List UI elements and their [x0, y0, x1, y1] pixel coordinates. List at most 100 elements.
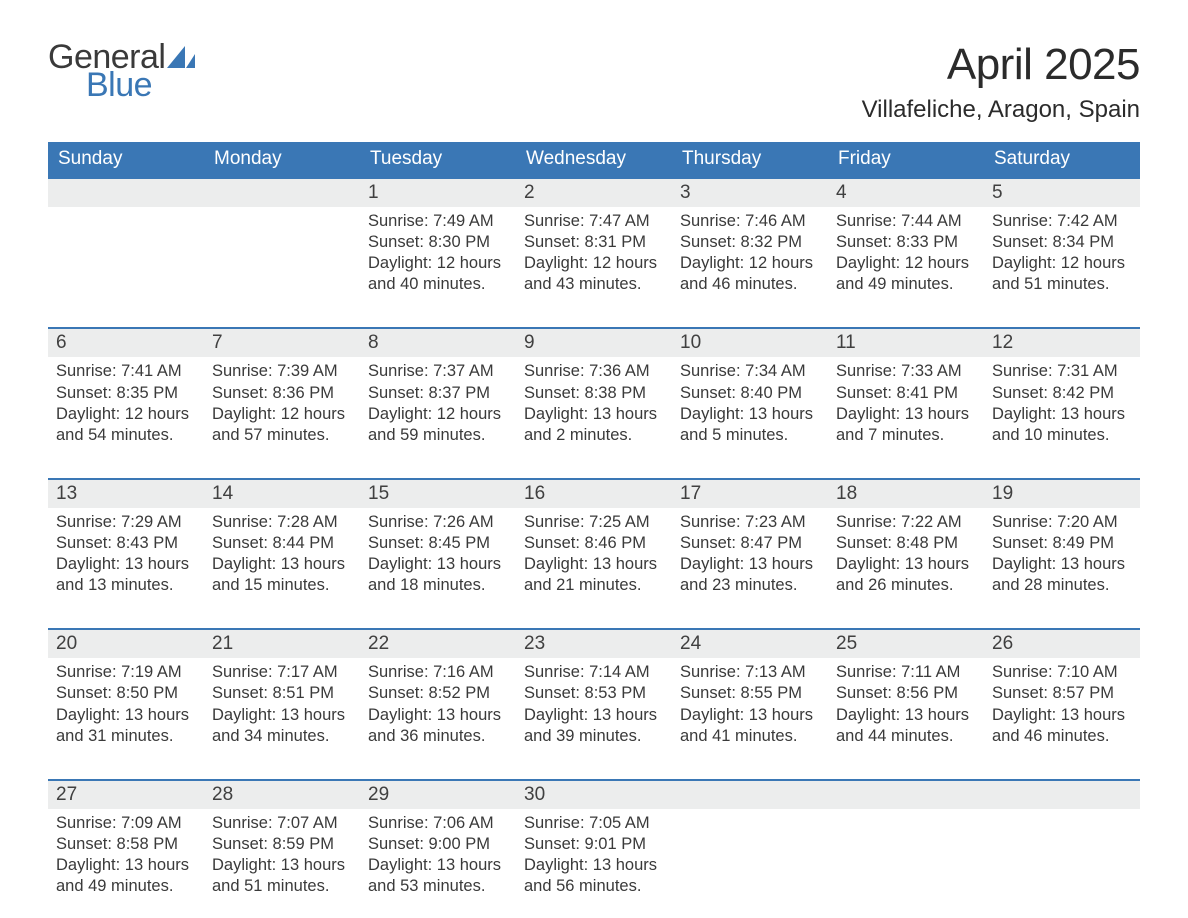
sunset-text: Sunset: 8:41 PM [836, 383, 976, 404]
sunrise-text: Sunrise: 7:46 AM [680, 211, 820, 232]
week-row: 1Sunrise: 7:49 AMSunset: 8:30 PMDaylight… [48, 177, 1140, 299]
day-number: 22 [360, 630, 516, 658]
sunset-text: Sunset: 8:31 PM [524, 232, 664, 253]
daylight-text: Daylight: 12 hours and 57 minutes. [212, 404, 352, 446]
sunset-text: Sunset: 8:45 PM [368, 533, 508, 554]
day-cell [204, 179, 360, 299]
month-title: April 2025 [862, 40, 1140, 90]
day-number: 10 [672, 329, 828, 357]
day-number: 7 [204, 329, 360, 357]
sunrise-text: Sunrise: 7:07 AM [212, 813, 352, 834]
day-body: Sunrise: 7:07 AMSunset: 8:59 PMDaylight:… [204, 809, 360, 901]
calendar: Sunday Monday Tuesday Wednesday Thursday… [48, 142, 1140, 901]
day-body: Sunrise: 7:49 AMSunset: 8:30 PMDaylight:… [360, 207, 516, 299]
daylight-text: Daylight: 13 hours and 23 minutes. [680, 554, 820, 596]
weekday-header: Monday [204, 142, 360, 177]
day-body: Sunrise: 7:41 AMSunset: 8:35 PMDaylight:… [48, 357, 204, 449]
sunrise-text: Sunrise: 7:06 AM [368, 813, 508, 834]
day-body: Sunrise: 7:11 AMSunset: 8:56 PMDaylight:… [828, 658, 984, 750]
day-body: Sunrise: 7:16 AMSunset: 8:52 PMDaylight:… [360, 658, 516, 750]
logo-text-blue: Blue [86, 68, 195, 102]
day-cell: 18Sunrise: 7:22 AMSunset: 8:48 PMDayligh… [828, 480, 984, 600]
day-body: Sunrise: 7:33 AMSunset: 8:41 PMDaylight:… [828, 357, 984, 449]
sunset-text: Sunset: 8:46 PM [524, 533, 664, 554]
sunset-text: Sunset: 8:36 PM [212, 383, 352, 404]
day-cell: 21Sunrise: 7:17 AMSunset: 8:51 PMDayligh… [204, 630, 360, 750]
sunrise-text: Sunrise: 7:33 AM [836, 361, 976, 382]
sunrise-text: Sunrise: 7:05 AM [524, 813, 664, 834]
day-number: 27 [48, 781, 204, 809]
day-number [48, 179, 204, 207]
sunset-text: Sunset: 8:34 PM [992, 232, 1132, 253]
sunset-text: Sunset: 8:51 PM [212, 683, 352, 704]
sunrise-text: Sunrise: 7:23 AM [680, 512, 820, 533]
sunset-text: Sunset: 8:57 PM [992, 683, 1132, 704]
day-cell: 6Sunrise: 7:41 AMSunset: 8:35 PMDaylight… [48, 329, 204, 449]
day-number: 18 [828, 480, 984, 508]
day-cell [672, 781, 828, 901]
sunrise-text: Sunrise: 7:34 AM [680, 361, 820, 382]
sunrise-text: Sunrise: 7:28 AM [212, 512, 352, 533]
day-number [828, 781, 984, 809]
sunset-text: Sunset: 8:30 PM [368, 232, 508, 253]
sunrise-text: Sunrise: 7:47 AM [524, 211, 664, 232]
sunrise-text: Sunrise: 7:22 AM [836, 512, 976, 533]
day-number: 30 [516, 781, 672, 809]
header: General Blue April 2025 Villafeliche, Ar… [48, 40, 1140, 124]
sunrise-text: Sunrise: 7:29 AM [56, 512, 196, 533]
sunrise-text: Sunrise: 7:41 AM [56, 361, 196, 382]
sunrise-text: Sunrise: 7:49 AM [368, 211, 508, 232]
daylight-text: Daylight: 12 hours and 59 minutes. [368, 404, 508, 446]
logo: General Blue [48, 40, 195, 102]
day-number: 5 [984, 179, 1140, 207]
day-body: Sunrise: 7:29 AMSunset: 8:43 PMDaylight:… [48, 508, 204, 600]
day-cell: 1Sunrise: 7:49 AMSunset: 8:30 PMDaylight… [360, 179, 516, 299]
daylight-text: Daylight: 13 hours and 5 minutes. [680, 404, 820, 446]
day-number: 6 [48, 329, 204, 357]
week-row: 13Sunrise: 7:29 AMSunset: 8:43 PMDayligh… [48, 478, 1140, 600]
day-cell: 25Sunrise: 7:11 AMSunset: 8:56 PMDayligh… [828, 630, 984, 750]
daylight-text: Daylight: 13 hours and 18 minutes. [368, 554, 508, 596]
sunrise-text: Sunrise: 7:09 AM [56, 813, 196, 834]
day-cell [984, 781, 1140, 901]
day-body: Sunrise: 7:17 AMSunset: 8:51 PMDaylight:… [204, 658, 360, 750]
sunset-text: Sunset: 8:33 PM [836, 232, 976, 253]
daylight-text: Daylight: 13 hours and 26 minutes. [836, 554, 976, 596]
day-cell: 8Sunrise: 7:37 AMSunset: 8:37 PMDaylight… [360, 329, 516, 449]
sunset-text: Sunset: 8:43 PM [56, 533, 196, 554]
sunset-text: Sunset: 8:49 PM [992, 533, 1132, 554]
title-block: April 2025 Villafeliche, Aragon, Spain [862, 40, 1140, 124]
day-body [204, 207, 360, 215]
sunrise-text: Sunrise: 7:10 AM [992, 662, 1132, 683]
day-body: Sunrise: 7:25 AMSunset: 8:46 PMDaylight:… [516, 508, 672, 600]
day-cell: 15Sunrise: 7:26 AMSunset: 8:45 PMDayligh… [360, 480, 516, 600]
day-number: 23 [516, 630, 672, 658]
sunset-text: Sunset: 8:40 PM [680, 383, 820, 404]
daylight-text: Daylight: 13 hours and 51 minutes. [212, 855, 352, 897]
daylight-text: Daylight: 13 hours and 49 minutes. [56, 855, 196, 897]
day-body: Sunrise: 7:47 AMSunset: 8:31 PMDaylight:… [516, 207, 672, 299]
day-number: 25 [828, 630, 984, 658]
day-cell: 19Sunrise: 7:20 AMSunset: 8:49 PMDayligh… [984, 480, 1140, 600]
daylight-text: Daylight: 13 hours and 41 minutes. [680, 705, 820, 747]
day-body: Sunrise: 7:44 AMSunset: 8:33 PMDaylight:… [828, 207, 984, 299]
day-cell: 2Sunrise: 7:47 AMSunset: 8:31 PMDaylight… [516, 179, 672, 299]
daylight-text: Daylight: 13 hours and 56 minutes. [524, 855, 664, 897]
day-number: 13 [48, 480, 204, 508]
week-row: 27Sunrise: 7:09 AMSunset: 8:58 PMDayligh… [48, 779, 1140, 901]
sunset-text: Sunset: 8:42 PM [992, 383, 1132, 404]
day-cell: 28Sunrise: 7:07 AMSunset: 8:59 PMDayligh… [204, 781, 360, 901]
sunset-text: Sunset: 9:01 PM [524, 834, 664, 855]
sunrise-text: Sunrise: 7:17 AM [212, 662, 352, 683]
sail-icon [167, 46, 195, 68]
day-cell: 9Sunrise: 7:36 AMSunset: 8:38 PMDaylight… [516, 329, 672, 449]
daylight-text: Daylight: 13 hours and 44 minutes. [836, 705, 976, 747]
day-number: 4 [828, 179, 984, 207]
day-number [204, 179, 360, 207]
daylight-text: Daylight: 12 hours and 54 minutes. [56, 404, 196, 446]
sunset-text: Sunset: 8:47 PM [680, 533, 820, 554]
day-body: Sunrise: 7:37 AMSunset: 8:37 PMDaylight:… [360, 357, 516, 449]
sunrise-text: Sunrise: 7:20 AM [992, 512, 1132, 533]
sunset-text: Sunset: 8:59 PM [212, 834, 352, 855]
daylight-text: Daylight: 12 hours and 51 minutes. [992, 253, 1132, 295]
